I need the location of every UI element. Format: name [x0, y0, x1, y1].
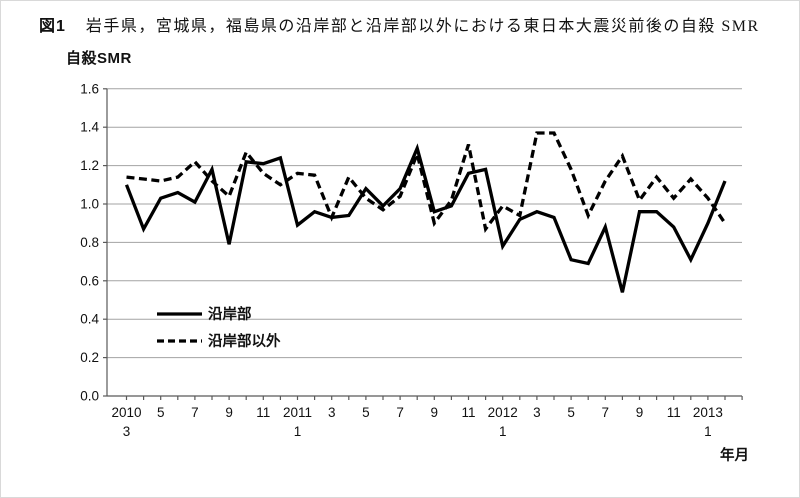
- x-tick-label-sub: 1: [499, 424, 507, 439]
- legend-label-non-coastal: 沿岸部以外: [208, 332, 281, 350]
- y-tick-label: 1.4: [80, 120, 99, 135]
- x-tick-label: 2011: [283, 405, 312, 420]
- y-tick-label: 1.6: [80, 81, 99, 96]
- y-tick-label: 0.8: [80, 235, 99, 250]
- x-axis-title: 年月: [720, 446, 749, 464]
- y-tick-label: 0.4: [80, 312, 99, 327]
- x-tick-label: 9: [225, 405, 233, 420]
- x-tick-label: 11: [667, 405, 681, 420]
- y-tick-label: 0.2: [80, 350, 99, 365]
- x-tick-label: 2010: [111, 405, 141, 420]
- figure-caption: 図1 岩手県，宮城県，福島県の沿岸部と沿岸部以外における東日本大震災前後の自殺 S…: [39, 12, 760, 36]
- x-tick-label: 11: [256, 405, 270, 420]
- x-tick-label-sub: 1: [704, 424, 712, 439]
- figure-caption-label: 図1: [39, 18, 66, 35]
- x-tick-label: 2013: [693, 405, 723, 420]
- x-tick-label: 7: [602, 405, 610, 420]
- x-tick-label: 9: [431, 405, 439, 420]
- x-tick-label: 5: [567, 405, 575, 420]
- y-tick-label: 1.0: [80, 197, 99, 212]
- x-tick-label: 5: [362, 405, 370, 420]
- y-tick-label: 0.6: [80, 273, 99, 288]
- x-tick-label: 2012: [488, 405, 518, 420]
- y-tick-label: 1.2: [80, 158, 99, 173]
- y-tick-label: 0.0: [80, 389, 99, 404]
- legend-label-coastal: 沿岸部: [208, 305, 252, 323]
- x-tick-label-sub: 3: [123, 424, 131, 439]
- series-line-coastal: [124, 143, 727, 293]
- x-tick-label: 3: [328, 405, 336, 420]
- x-tick-label: 5: [157, 405, 165, 420]
- y-axis-title: 自殺SMR: [66, 50, 132, 67]
- x-tick-label: 7: [191, 405, 199, 420]
- x-tick-label: 7: [396, 405, 404, 420]
- x-tick-label: 11: [461, 405, 475, 420]
- x-tick-label: 3: [533, 405, 541, 420]
- x-tick-label: 9: [636, 405, 644, 420]
- figure-caption-text: 岩手県，宮城県，福島県の沿岸部と沿岸部以外における東日本大震災前後の自殺 SMR: [85, 18, 760, 35]
- series-line-non-coastal: [126, 131, 727, 233]
- x-tick-label-sub: 1: [294, 424, 302, 439]
